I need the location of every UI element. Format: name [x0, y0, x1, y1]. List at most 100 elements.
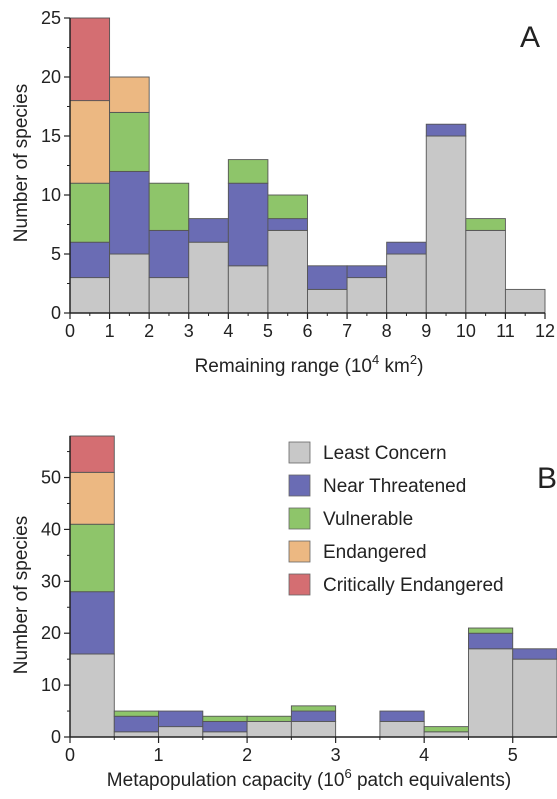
panel-a-bar-segment	[109, 253, 150, 314]
panel-b-bar-segment	[423, 726, 469, 733]
panel-a-bar-segment	[307, 265, 348, 290]
panel-a-x-tick-label: 5	[263, 321, 273, 341]
panel-b-x-axis-label: Metapopulation capacity (106 patch equiv…	[107, 766, 511, 791]
panel-a-y-axis-label: Number of species	[11, 84, 32, 242]
panel-a-bar-segment	[227, 159, 269, 184]
legend: Least Concern Near Threatened Vulnerable En…	[288, 441, 504, 596]
panel-a-x-tick-label: 9	[421, 321, 431, 341]
panel-a-x-tick-label: 3	[184, 321, 194, 341]
legend-label: Critically Endangered	[323, 575, 504, 596]
panel-b-bar-segment	[512, 648, 557, 660]
panel-a-x-tick-label: 11	[496, 321, 515, 341]
panel-b-bar-segment	[113, 715, 159, 733]
panel-b-bar-segment	[468, 632, 514, 650]
panel-a-x-tick-label: 1	[105, 321, 115, 341]
panel-a-bar-segment	[267, 229, 308, 314]
panel-b-y-axis-label: Number of species	[11, 516, 32, 674]
panel-b-bar-segment	[379, 710, 425, 722]
legend-label: Least Concern	[323, 443, 447, 464]
panel-b-x-tick-label: 2	[242, 745, 252, 765]
panel-a-x-tick-label: 6	[302, 321, 312, 341]
panel-b-x-tick-label: 0	[65, 745, 75, 765]
panel-a-bar-segment	[227, 182, 269, 267]
legend-label: Endangered	[323, 542, 427, 563]
panel-a-bar-segment	[465, 229, 506, 314]
legend-swatch	[288, 507, 311, 530]
panel-a-x-tick-label: 4	[223, 321, 233, 341]
panel-a-y-tick-label: 25	[41, 8, 61, 28]
panel-a-bar-segment	[148, 229, 190, 279]
panel-b-y-tick-label: 40	[41, 519, 61, 539]
panel-a-bar-segment	[69, 182, 111, 243]
panel-b-bar-segment	[512, 658, 557, 738]
panel-b-bar-segment	[113, 710, 159, 717]
panel-b-bar-segment	[468, 627, 514, 634]
panel-a-bar-segment	[267, 194, 308, 220]
panel-a-x-tick-label: 12	[535, 321, 555, 341]
panel-b-bar-segment	[113, 731, 159, 738]
panel-b-x-ticks: 0 1 2 3 4 5	[65, 737, 518, 765]
panel-b-bar-segment	[69, 591, 115, 655]
panel-b-bar-segment	[468, 648, 514, 738]
panel-a-bar-segment	[148, 277, 190, 314]
panel-b-bar-segment	[158, 726, 204, 738]
panel-a-bar-segment	[346, 277, 388, 314]
panel-a-bar-segment	[307, 288, 348, 314]
panel-a-y-tick-label: 20	[41, 67, 61, 87]
panel-b-label: B	[537, 462, 557, 495]
panel-a-bar-segment	[227, 265, 269, 314]
panel-a-bar-segment	[109, 76, 150, 113]
panel-b-y-ticks: 0 10 20 30 40 50	[41, 451, 70, 747]
panel-a-bar-segment	[188, 218, 229, 243]
panel-a-y-tick-label: 5	[51, 244, 61, 264]
panel-a-bar-segment	[386, 253, 427, 314]
panel-b-bar-segment	[379, 720, 425, 738]
panel-b-bar-segment	[69, 435, 115, 473]
panel-b-bar-segment	[69, 523, 115, 593]
legend-label: Near Threatened	[323, 476, 466, 497]
panel-a-x-tick-label: 7	[342, 321, 352, 341]
panel-a-bar-segment	[188, 241, 229, 314]
panel-b-x-tick-label: 3	[331, 745, 341, 765]
panel-a-bar-segment	[386, 241, 427, 255]
panel-a-x-axis-label: Remaining range (104 km2)	[195, 352, 424, 377]
panel-a-x-tick-label: 8	[382, 321, 392, 341]
panel-b-bar-segment	[290, 720, 337, 738]
panel-a-bar-segment	[346, 265, 388, 279]
panel-a-bar-segment	[69, 277, 111, 314]
panel-b-bar-segment	[290, 710, 337, 722]
panel-b-bar-segment	[246, 720, 292, 738]
panel-a-x-tick-label: 0	[65, 321, 75, 341]
panel-a-x-tick-label: 2	[144, 321, 154, 341]
panel-b-axes	[69, 436, 557, 738]
panel-a-y-tick-label: 10	[41, 185, 61, 205]
panel-a-x-ticks: 0 1 2 3 4 5 6 7 8 9 10 11 12	[65, 313, 555, 341]
panel-b-bar-segment	[246, 715, 292, 722]
panel-a-x-tick-label: 10	[456, 321, 476, 341]
legend-label: Vulnerable	[323, 509, 413, 530]
panel-b-x-tick-label: 1	[154, 745, 164, 765]
legend-swatch	[288, 474, 311, 497]
panel-a-bar-segment	[69, 17, 111, 102]
panel-b-bar-segment	[69, 471, 115, 525]
panel-a-y-tick-label: 0	[51, 303, 61, 323]
panel-b-bar-segment	[69, 653, 115, 738]
panel-a-label: A	[520, 21, 540, 54]
panel-b-bar-segment	[202, 715, 248, 722]
legend-swatch	[288, 573, 311, 596]
legend-swatch	[288, 540, 311, 563]
panel-b-bar-segment	[290, 705, 337, 712]
panel-a-bar-segment	[69, 241, 111, 279]
panel-b-bar-segment	[202, 731, 248, 738]
panel-a-bar-segment	[148, 182, 190, 231]
panel-a-bar-segment	[425, 135, 467, 314]
panel-a-bar-segment	[504, 288, 546, 314]
panel-a-bars	[69, 17, 546, 314]
panel-b-bar-segment	[158, 710, 204, 728]
panel-a-bar-segment	[465, 218, 506, 231]
legend-swatch	[288, 441, 311, 464]
panel-a-bar-segment	[109, 111, 150, 172]
panel-a-bar-segment	[425, 123, 467, 137]
